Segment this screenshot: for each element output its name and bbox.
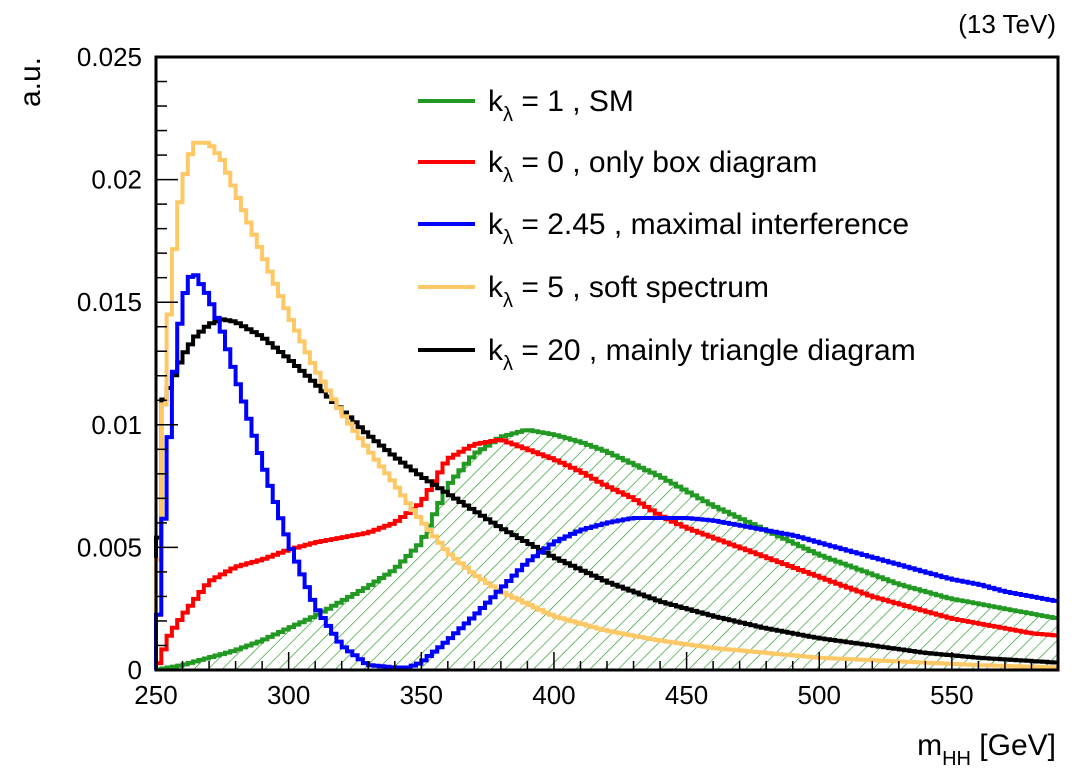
x-axis-title-unit: [GeV] [971, 729, 1056, 762]
series-layer [154, 140, 1058, 672]
legend-entry: kλ = 20 , mainly triangle diagram [488, 334, 916, 375]
legend: kλ = 1 , SM kλ = 0 , only box diagram kλ =… [418, 85, 916, 375]
y-tick-label: 0.015 [77, 287, 142, 317]
x-axis-title-main: m [917, 729, 942, 762]
x-tick-label: 350 [400, 680, 443, 710]
series-line-1 [154, 438, 1058, 670]
y-axis-title: a.u. [14, 57, 47, 107]
x-tick-label: 300 [267, 680, 310, 710]
y-tick-label: 0.005 [77, 532, 142, 562]
legend-entry: kλ = 0 , only box diagram [488, 146, 817, 187]
x-axis: 250 300 350 400 450 500 550 [134, 652, 1059, 710]
x-tick-label: 550 [930, 680, 973, 710]
x-axis-title: mHH [GeV] [917, 729, 1056, 770]
series-line-0 [154, 428, 1058, 672]
legend-entry: kλ = 1 , SM [488, 85, 634, 126]
x-tick-label: 250 [134, 680, 177, 710]
series-line-4 [154, 317, 1058, 670]
energy-label: (13 TeV) [958, 9, 1056, 39]
legend-entry: kλ = 5 , soft spectrum [488, 271, 769, 312]
y-axis: 0 0.005 0.01 0.015 0.02 0.025 [77, 42, 178, 685]
series-line-2 [154, 273, 1058, 670]
y-tick-label: 0 [128, 655, 142, 685]
x-tick-label: 450 [665, 680, 708, 710]
y-tick-label: 0.01 [91, 410, 142, 440]
legend-entry: kλ = 2.45 , maximal interference [488, 208, 909, 249]
series-fill-sm [156, 430, 1058, 670]
y-tick-label: 0.02 [91, 165, 142, 195]
y-tick-label: 0.025 [77, 42, 142, 72]
series-line-3 [154, 140, 1058, 670]
x-tick-label: 500 [798, 680, 841, 710]
x-tick-label: 400 [532, 680, 575, 710]
x-axis-title-sub: HH [942, 748, 971, 770]
